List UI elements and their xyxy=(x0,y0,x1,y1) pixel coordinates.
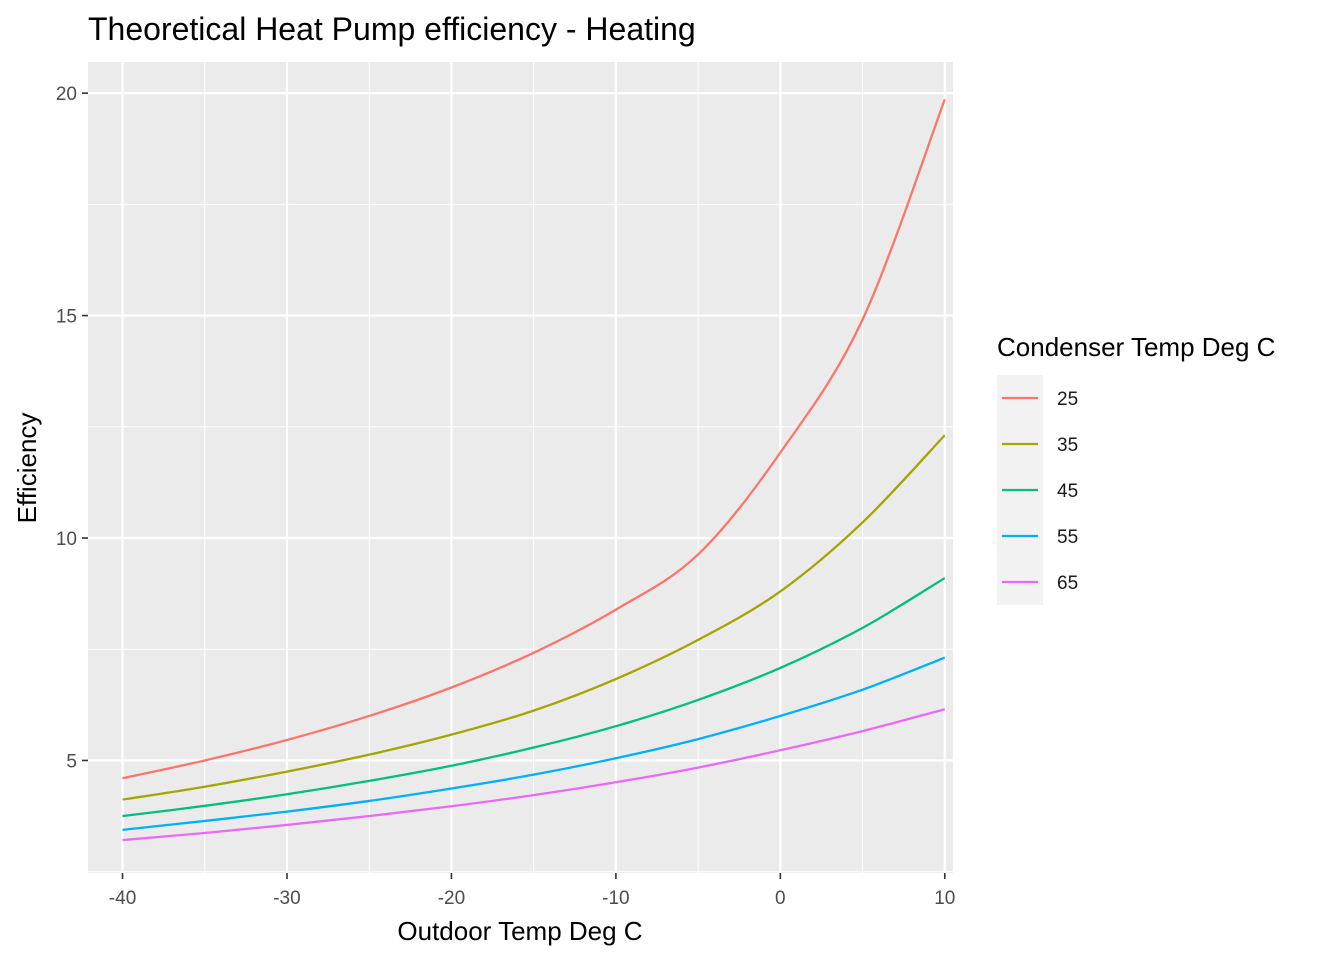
x-tick-label: 0 xyxy=(775,888,786,909)
chart-title: Theoretical Heat Pump efficiency - Heati… xyxy=(88,11,696,47)
legend-label-55: 55 xyxy=(1057,527,1078,548)
x-tick-label: -20 xyxy=(438,888,465,909)
legend: Condenser Temp Deg C 25 35 45 55 65 xyxy=(997,332,1275,605)
x-axis: -40 -30 -20 -10 0 10 xyxy=(109,873,955,909)
y-axis: 5 10 15 20 xyxy=(56,84,88,772)
x-axis-title: Outdoor Temp Deg C xyxy=(397,916,642,946)
x-tick-label: -30 xyxy=(273,888,300,909)
series-line-35 xyxy=(122,434,946,801)
legend-label-45: 45 xyxy=(1057,481,1078,502)
y-tick-label: 20 xyxy=(56,84,77,105)
series-line-25 xyxy=(122,98,946,780)
series-line-65 xyxy=(122,708,946,842)
y-axis-title: Efficiency xyxy=(12,413,42,524)
legend-label-25: 25 xyxy=(1057,389,1078,410)
series-lines xyxy=(122,98,946,842)
plot-panel xyxy=(88,62,953,873)
series-line-55 xyxy=(122,656,946,831)
grid-minor xyxy=(88,62,953,873)
x-tick-label: -10 xyxy=(602,888,629,909)
y-tick-label: 10 xyxy=(56,529,77,550)
legend-label-35: 35 xyxy=(1057,435,1078,456)
y-tick-label: 15 xyxy=(56,307,77,328)
legend-label-65: 65 xyxy=(1057,573,1078,594)
legend-title: Condenser Temp Deg C xyxy=(997,332,1275,362)
series-line-45 xyxy=(122,577,946,818)
y-tick-label: 5 xyxy=(66,751,77,772)
grid-major xyxy=(88,62,953,873)
x-tick-label: 10 xyxy=(934,888,955,909)
x-tick-label: -40 xyxy=(109,888,136,909)
